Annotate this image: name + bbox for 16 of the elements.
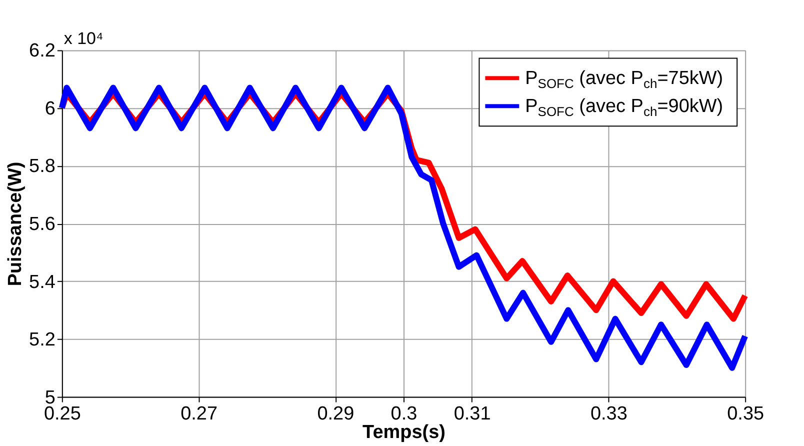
x-axis-title: Temps(s) [362, 422, 446, 444]
y-tick-label: 5.4 [29, 272, 56, 293]
x-tick-label: 0.3 [390, 403, 418, 424]
x-tick-label: 0.25 [44, 403, 81, 424]
x-tick-label: 0.33 [590, 403, 628, 424]
y-tick-label: 5.8 [29, 156, 56, 178]
x-tick-label: 0.27 [180, 403, 218, 424]
y-tick-label: 5.6 [29, 214, 56, 235]
text: x 10⁴ [64, 29, 104, 48]
y-tick-label: 5.2 [29, 330, 56, 351]
x-tick-label: 0.31 [454, 403, 491, 424]
y-tick-label: 6.2 [29, 40, 56, 62]
y-axis-title: Puissance(W) [5, 162, 26, 286]
x-tick-label: 0.29 [317, 403, 354, 424]
x-tick-label: 0.35 [727, 403, 764, 424]
y-tick-label: 6 [44, 98, 56, 120]
